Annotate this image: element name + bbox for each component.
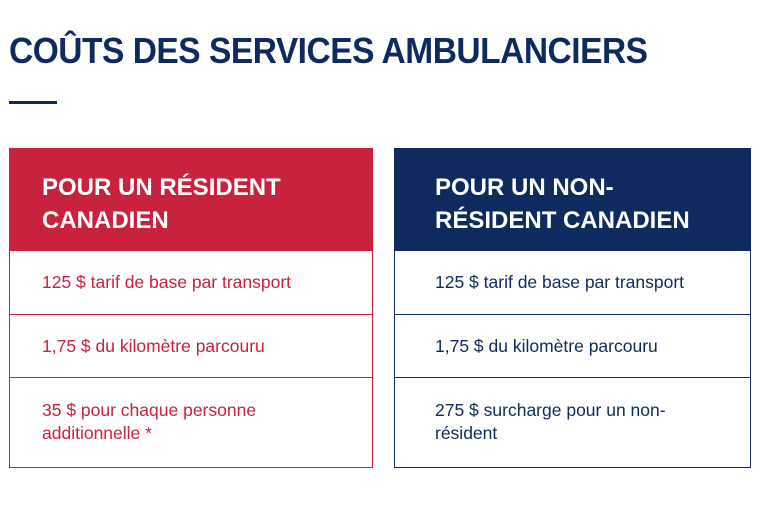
non-resident-surcharge-row: 275 $ surcharge pour un non-résident: [395, 377, 750, 467]
non-resident-cost-card: POUR UN NON-RÉSIDENT CANADIEN 125 $ tari…: [394, 148, 751, 468]
resident-cost-card: POUR UN RÉSIDENT CANADIEN 125 $ tarif de…: [9, 148, 373, 468]
page-title: COÛTS DES SERVICES AMBULANCIERS: [9, 30, 648, 71]
non-resident-per-km-row: 1,75 $ du kilomètre parcouru: [395, 314, 750, 377]
resident-additional-person-row: 35 $ pour chaque personne additionnelle …: [10, 377, 372, 467]
non-resident-card-header: POUR UN NON-RÉSIDENT CANADIEN: [395, 149, 750, 251]
resident-card-header: POUR UN RÉSIDENT CANADIEN: [10, 149, 372, 251]
non-resident-base-fee-row: 125 $ tarif de base par transport: [435, 272, 685, 292]
title-underline: [9, 101, 57, 104]
resident-per-km-row: 1,75 $ du kilomètre parcouru: [10, 314, 372, 377]
resident-base-fee-row: 125 $ tarif de base par transport: [42, 272, 292, 292]
